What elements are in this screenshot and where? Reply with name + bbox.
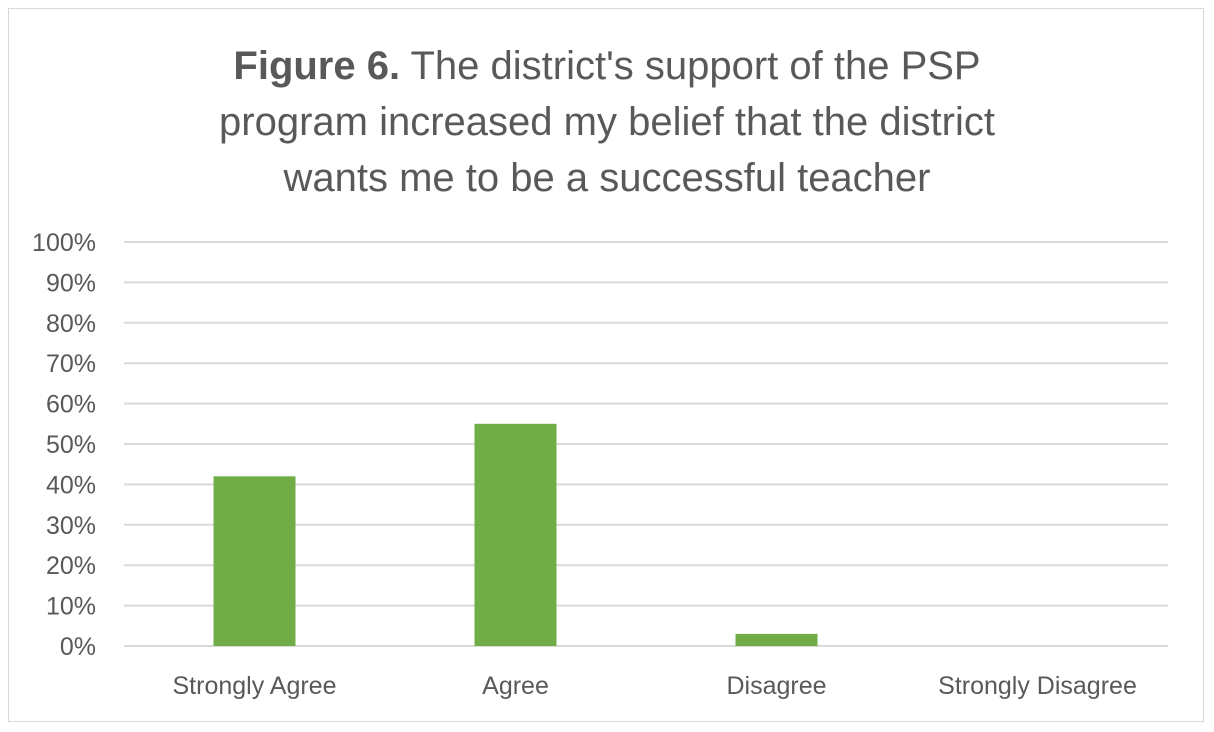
y-tick-labels: 0% 10% 20% 30% 40% 50% 60% 70% 80% 90% 100%	[32, 229, 96, 661]
y-tick-label: 20%	[46, 552, 96, 580]
y-tick-label: 80%	[46, 310, 96, 338]
chart-title: Figure 6. The district's support of the …	[0, 38, 1214, 206]
y-tick-label: 90%	[46, 269, 96, 297]
y-tick-label: 10%	[46, 593, 96, 621]
grid-lines	[124, 241, 1168, 647]
chart-title-lead: Figure 6.	[233, 44, 401, 88]
bar-agree	[474, 423, 557, 646]
y-tick-label: 60%	[46, 391, 96, 419]
x-tick-label: Strongly Agree	[173, 672, 337, 700]
y-tick-label: 0%	[60, 633, 96, 661]
y-tick-label: 100%	[32, 229, 96, 257]
chart-title-text-1: The district's support of the PSP	[410, 44, 981, 88]
bar-strongly-agree	[213, 476, 296, 646]
y-tick-label: 30%	[46, 512, 96, 540]
y-tick-label: 70%	[46, 350, 96, 378]
bar-disagree	[735, 633, 818, 646]
chart-frame	[8, 8, 1204, 722]
bars	[213, 423, 818, 646]
chart-title-line-3: wants me to be a successful teacher	[283, 156, 931, 200]
chart-title-line-2: program increased my belief that the dis…	[219, 100, 995, 144]
x-tick-labels: Strongly Agree Agree Disagree Strongly Disa…	[173, 672, 1137, 700]
y-tick-label: 50%	[46, 431, 96, 459]
x-tick-label: Agree	[482, 672, 549, 700]
chart-title-line-1: Figure 6. The district's support of the …	[0, 38, 1214, 94]
x-tick-label: Disagree	[726, 672, 826, 700]
y-tick-label: 40%	[46, 471, 96, 499]
x-tick-label: Strongly Disagree	[938, 672, 1137, 700]
